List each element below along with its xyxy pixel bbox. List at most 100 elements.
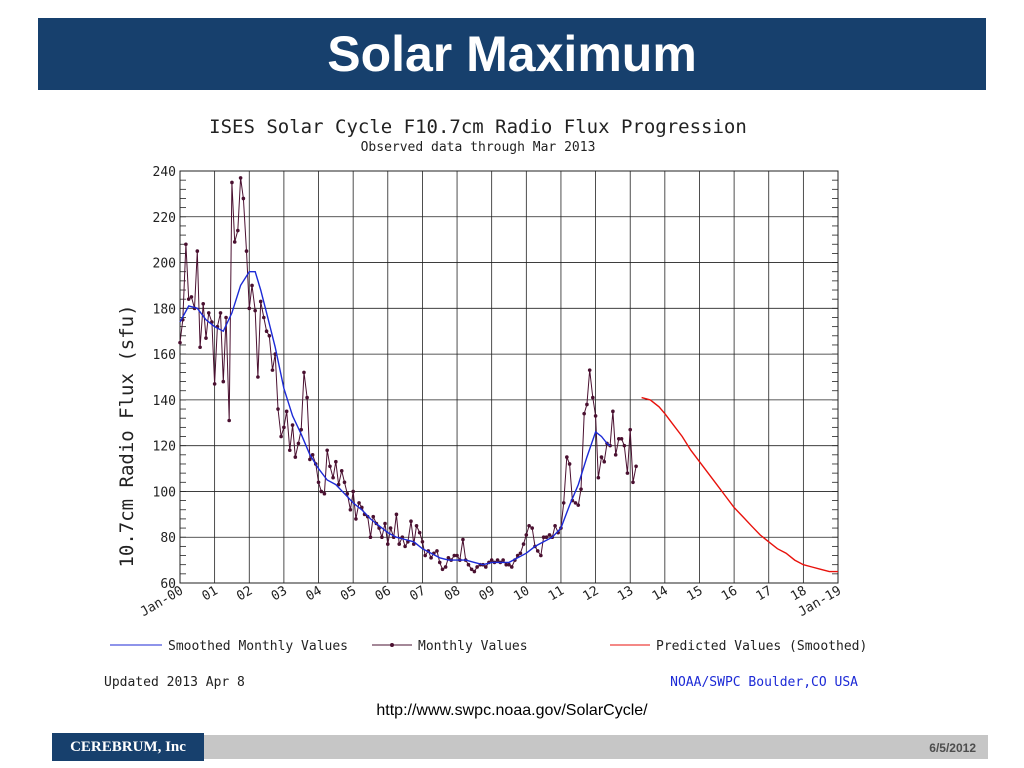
monthly-point <box>262 315 266 320</box>
slide-title: Solar Maximum <box>327 26 697 82</box>
monthly-point <box>576 503 581 507</box>
monthly-point <box>397 542 402 546</box>
chart-subtitle: Observed data through Mar 2013 <box>361 140 596 155</box>
x-tick-label: 04 <box>303 583 324 604</box>
monthly-point <box>495 558 500 562</box>
y-tick-label: 200 <box>153 257 176 272</box>
x-tick-label: 06 <box>373 583 394 604</box>
footer-brand: CEREBRUM, Inc <box>52 733 204 761</box>
monthly-point <box>334 459 338 464</box>
monthly-point <box>535 549 540 553</box>
monthly-point <box>429 556 433 560</box>
monthly-point <box>472 569 477 574</box>
monthly-point <box>296 441 301 446</box>
monthly-point <box>437 560 442 565</box>
monthly-point <box>212 382 217 386</box>
y-tick-label: 240 <box>153 165 176 180</box>
monthly-point <box>206 311 211 315</box>
monthly-point <box>253 308 257 313</box>
grid-lines <box>179 170 839 584</box>
monthly-point <box>230 180 234 185</box>
series-lines <box>178 176 838 574</box>
monthly-point <box>509 565 514 569</box>
monthly-point <box>198 345 202 350</box>
monthly-point <box>189 295 194 299</box>
monthly-point <box>316 480 321 485</box>
monthly-point <box>466 562 471 567</box>
monthly-point <box>394 512 399 517</box>
x-tick-label: 10 <box>511 583 532 604</box>
monthly-point <box>357 501 361 505</box>
monthly-point <box>613 453 618 457</box>
monthly-point <box>515 553 520 558</box>
monthly-point <box>501 558 505 562</box>
monthly-point <box>628 427 633 432</box>
x-tick-label: 16 <box>719 583 740 604</box>
monthly-point <box>403 544 407 549</box>
monthly-point <box>452 553 457 558</box>
source-url[interactable]: http://www.swpc.noaa.gov/SolarCycle/ <box>376 702 648 719</box>
monthly-point <box>385 542 390 546</box>
monthly-point <box>305 395 309 400</box>
monthly-point <box>622 443 627 448</box>
x-tick-label: 13 <box>615 583 636 604</box>
x-tick-label: 08 <box>442 583 463 604</box>
monthly-point <box>354 517 358 521</box>
x-tick-label: 17 <box>754 583 775 604</box>
monthly-point <box>388 526 393 530</box>
monthly-point <box>284 409 289 414</box>
monthly-point <box>579 487 583 491</box>
monthly-point <box>178 340 182 345</box>
monthly-point <box>634 464 638 469</box>
monthly-point <box>201 301 206 306</box>
y-tick-label: 120 <box>153 440 176 455</box>
monthly-point <box>565 455 569 459</box>
monthly-point <box>599 455 604 459</box>
monthly-point <box>521 542 526 546</box>
monthly-point <box>524 533 529 537</box>
monthly-point <box>507 562 511 567</box>
monthly-point <box>250 283 254 288</box>
monthly-point <box>204 336 208 340</box>
monthly-point <box>308 457 312 462</box>
y-tick-label: 220 <box>153 211 176 226</box>
monthly-point <box>270 368 275 372</box>
monthly-point <box>582 411 586 416</box>
monthly-point <box>279 434 283 439</box>
monthly-point <box>567 462 572 466</box>
chart-updated-note: Updated 2013 Apr 8 <box>104 675 245 690</box>
monthly-point <box>302 370 306 375</box>
monthly-point <box>602 459 607 464</box>
monthly-point <box>256 375 260 379</box>
monthly-point <box>264 329 269 334</box>
monthly-point <box>227 418 231 423</box>
monthly-point <box>331 475 335 480</box>
legend-smoothed-label: Smoothed Monthly Values <box>168 639 348 654</box>
series-smoothed-line <box>179 270 611 566</box>
footer-date: 6/5/2012 <box>929 741 976 755</box>
x-tick-label: 07 <box>407 583 428 604</box>
chart-title: ISES Solar Cycle F10.7cm Radio Flux Prog… <box>209 116 747 138</box>
y-tick-label: 140 <box>153 394 176 409</box>
monthly-point <box>561 501 566 505</box>
monthly-point <box>293 455 298 459</box>
monthly-point <box>553 523 557 528</box>
monthly-point <box>593 414 598 418</box>
monthly-point <box>218 311 223 315</box>
legend-monthly-marker <box>390 643 394 647</box>
monthly-point <box>339 469 344 473</box>
x-tick-label: 01 <box>200 583 221 604</box>
monthly-point <box>319 489 324 494</box>
monthly-point <box>322 491 327 496</box>
monthly-point <box>469 567 474 572</box>
monthly-point <box>461 537 465 542</box>
monthly-point <box>414 523 419 528</box>
monthly-point <box>625 471 630 475</box>
plot-frame <box>179 170 839 584</box>
monthly-point <box>186 297 191 301</box>
y-tick-label: 80 <box>160 531 176 546</box>
monthly-point <box>489 558 494 562</box>
x-tick-label: 09 <box>477 583 498 604</box>
monthly-point <box>483 565 488 569</box>
monthly-point <box>325 448 329 453</box>
